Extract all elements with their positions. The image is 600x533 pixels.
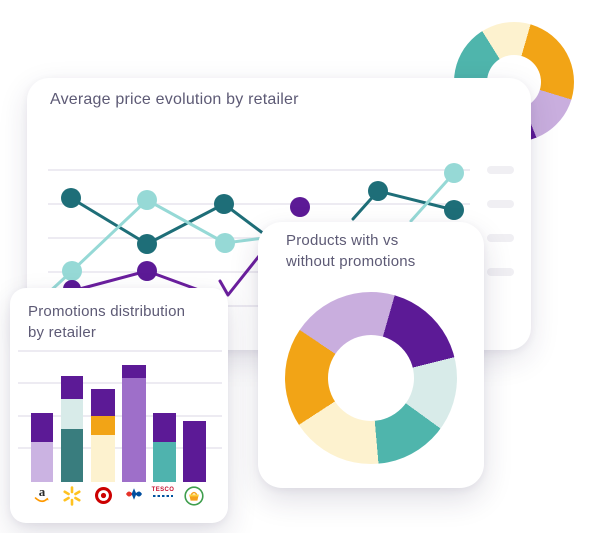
grocery-logo-icon <box>182 486 206 512</box>
walmart-spark-ray <box>63 496 70 502</box>
bar-segment-tesco <box>153 413 176 442</box>
walmart-spark-ray <box>74 490 81 496</box>
line-series-segment <box>218 254 261 297</box>
label-placeholder-pill <box>487 200 514 208</box>
bar-segment-amazon <box>31 442 53 482</box>
line-data-point <box>444 163 464 183</box>
bar-segment-carrefour <box>122 365 146 378</box>
line-data-point <box>137 234 157 254</box>
promotions-bars-title-line1: Promotions distribution <box>28 303 186 320</box>
bar-segment-walmart <box>61 429 83 482</box>
bar-segment-target <box>91 416 115 435</box>
bar-segment-grocery-store <box>183 421 206 482</box>
grocery-basket-icon <box>184 486 204 506</box>
bar-segment-carrefour <box>122 378 146 482</box>
promotions-donut-card: Products with vs without promotions <box>258 222 484 488</box>
promotions-donut-title-line1: Products with vs <box>286 232 399 249</box>
target-bullseye-icon <box>94 487 112 504</box>
line-data-point <box>62 261 82 281</box>
walmart-logo-icon <box>60 486 84 512</box>
label-placeholder-pill <box>487 166 514 174</box>
line-data-point <box>215 233 235 253</box>
promotions-donut-hole <box>328 335 414 421</box>
promotions-bars-title: Promotions distribution by retailer <box>28 301 185 343</box>
bar-segment-target <box>91 389 115 416</box>
line-data-point <box>290 197 310 217</box>
promotions-donut-title: Products with vs without promotions <box>286 230 416 272</box>
walmart-spark-icon <box>63 486 81 506</box>
promotions-stacked-bar-chart <box>18 350 222 482</box>
carrefour-arrows-icon <box>126 488 142 500</box>
line-data-point <box>214 194 234 214</box>
tesco-dashes <box>153 495 173 497</box>
carrefour-logo-icon <box>122 486 146 512</box>
amazon-logo-icon: a <box>30 484 54 512</box>
promotions-bars-title-line2: by retailer <box>28 324 97 341</box>
line-data-point <box>444 200 464 220</box>
bar-segment-walmart <box>61 376 83 399</box>
bar-segment-amazon <box>31 413 53 442</box>
amazon-letter: a <box>38 484 46 499</box>
label-placeholder-pill <box>487 268 514 276</box>
walmart-spark-ray <box>74 496 81 502</box>
walmart-spark-ray <box>63 490 70 496</box>
bar-segment-walmart <box>61 399 83 429</box>
tesco-wordmark: TESCO <box>151 487 175 493</box>
line-data-point <box>137 190 157 210</box>
line-series-segment <box>69 196 266 246</box>
promotions-donut-title-line2: without promotions <box>286 253 416 270</box>
amazon-smile-icon <box>34 497 49 503</box>
line-series-segment <box>409 171 456 223</box>
label-placeholder-pill <box>487 234 514 242</box>
bar-segment-target <box>91 435 115 482</box>
line-data-point <box>61 188 81 208</box>
target-logo-icon <box>91 486 115 512</box>
price-evolution-title: Average price evolution by retailer <box>50 91 299 108</box>
promotions-bars-card: Promotions distribution by retailer a <box>10 288 228 523</box>
bar-segment-tesco <box>153 442 176 482</box>
line-data-point <box>368 181 388 201</box>
tesco-logo-icon: TESCO <box>151 486 175 512</box>
line-data-point <box>137 261 157 281</box>
retailer-logo-row: a <box>10 484 228 512</box>
